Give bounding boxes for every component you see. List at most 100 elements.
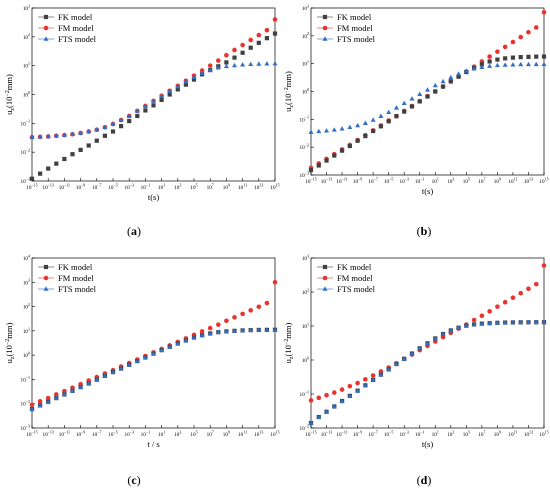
y-tick-label: 10−2 <box>300 143 309 152</box>
point-fm <box>518 34 523 40</box>
y-tick-label: 100 <box>302 87 309 96</box>
point-fts <box>316 414 322 419</box>
chart-panel-b: 10−15 10−13 10−11 10−9 10−7 10−5 10−3 10−1 101 10… <box>283 3 549 238</box>
y-tick-label: 10−1 <box>21 375 30 384</box>
point-fts <box>183 337 189 343</box>
y-tick-label: 100 <box>302 355 309 364</box>
x-tick-label: 10−5 <box>384 176 393 185</box>
legend-marker-fk <box>322 264 328 270</box>
point-fk <box>440 84 446 89</box>
point-fm <box>256 32 262 38</box>
point-fk <box>534 54 539 59</box>
y-tick-label: 103 <box>23 278 30 287</box>
point-fk <box>495 57 500 62</box>
point-fk <box>510 55 516 60</box>
point-fm <box>526 286 531 292</box>
point-fts <box>463 323 469 328</box>
legend-marker-fm <box>322 275 328 281</box>
point-fts <box>393 105 399 110</box>
point-fm <box>533 25 539 30</box>
point-fm <box>363 377 368 382</box>
x-tick-label: 10−1 <box>415 429 424 438</box>
x-tick-label: 1015 <box>539 429 548 438</box>
point-fts <box>183 79 189 84</box>
point-fts <box>448 74 454 80</box>
y-tick-label: 10−3 <box>300 170 309 179</box>
point-fts <box>510 319 516 325</box>
x-tick-label: 107 <box>478 176 485 185</box>
x-tick-label: 10−9 <box>353 176 362 185</box>
legend-marker-fk <box>43 14 49 20</box>
point-fm <box>370 373 376 378</box>
point-fk <box>119 124 124 129</box>
point-fts <box>61 132 67 137</box>
point-fts <box>175 83 181 89</box>
point-fm <box>224 318 229 324</box>
point-fm <box>240 311 245 317</box>
legend-marker-fk <box>43 264 49 270</box>
x-tick-label: 10−1 <box>415 176 424 185</box>
point-fm <box>339 387 345 392</box>
point-fts <box>494 62 500 68</box>
x-tick-label: 10−5 <box>108 182 117 191</box>
x-axis-label: t(s) <box>422 439 434 449</box>
y-axis-label: uz(10−2mm) <box>283 322 295 363</box>
panel-label: (b) <box>417 224 432 238</box>
point-fm <box>332 390 337 395</box>
point-fm <box>526 29 531 35</box>
point-fts <box>355 388 361 393</box>
x-tick-label: 10−3 <box>124 182 133 191</box>
y-tick-label: 101 <box>302 59 309 68</box>
point-fts <box>37 402 43 408</box>
point-fts <box>370 377 376 382</box>
point-fk <box>394 114 399 119</box>
x-tick-label: 1013 <box>254 429 263 438</box>
point-fm <box>248 308 253 313</box>
point-fts <box>159 93 165 98</box>
point-fm <box>29 402 35 408</box>
point-fts <box>191 334 197 340</box>
x-tick-label: 105 <box>190 429 197 438</box>
point-fts <box>339 398 345 403</box>
legend-label: FTS model <box>58 284 97 294</box>
point-fts <box>487 63 493 68</box>
series-fts <box>29 60 278 140</box>
x-tick-label: 103 <box>447 429 454 438</box>
point-fm <box>216 58 221 63</box>
point-fts <box>256 61 262 66</box>
y-axis-label: uz(10−2mm) <box>283 71 295 112</box>
point-fts <box>118 365 124 371</box>
point-fts <box>347 124 353 130</box>
point-fts <box>45 399 51 404</box>
point-fm <box>487 54 492 59</box>
y-axis-label: uz(10−2mm) <box>4 74 16 115</box>
point-fk <box>448 79 453 84</box>
point-fts <box>207 330 213 336</box>
point-fk <box>62 156 67 162</box>
x-tick-label: 10−13 <box>42 429 53 438</box>
point-fts <box>518 319 524 325</box>
legend-label: FK model <box>58 12 93 22</box>
x-tick-label: 101 <box>158 429 165 438</box>
point-fts <box>126 113 132 118</box>
series-fk <box>29 31 278 181</box>
point-fm <box>62 388 67 394</box>
point-fts <box>142 103 148 108</box>
y-tick-label: 10−2 <box>21 399 30 408</box>
point-fts <box>151 351 156 356</box>
point-fm <box>355 380 360 386</box>
chart-panel-a: 10−15 10−13 10−11 10−9 10−7 10−5 10−3 10−1 101 10… <box>4 3 280 238</box>
point-fts <box>272 327 278 332</box>
point-fm <box>54 392 59 397</box>
point-fts <box>86 380 92 386</box>
x-tick-label: 10−9 <box>76 429 85 438</box>
point-fm <box>248 37 253 43</box>
point-fm <box>199 68 205 73</box>
x-tick-label: 10−11 <box>336 176 347 185</box>
point-fk <box>332 153 337 158</box>
point-fk <box>143 108 148 113</box>
point-fts <box>331 127 337 132</box>
point-fts <box>223 328 229 334</box>
x-tick-label: 1011 <box>238 182 247 191</box>
x-tick-label: 1013 <box>524 176 533 185</box>
